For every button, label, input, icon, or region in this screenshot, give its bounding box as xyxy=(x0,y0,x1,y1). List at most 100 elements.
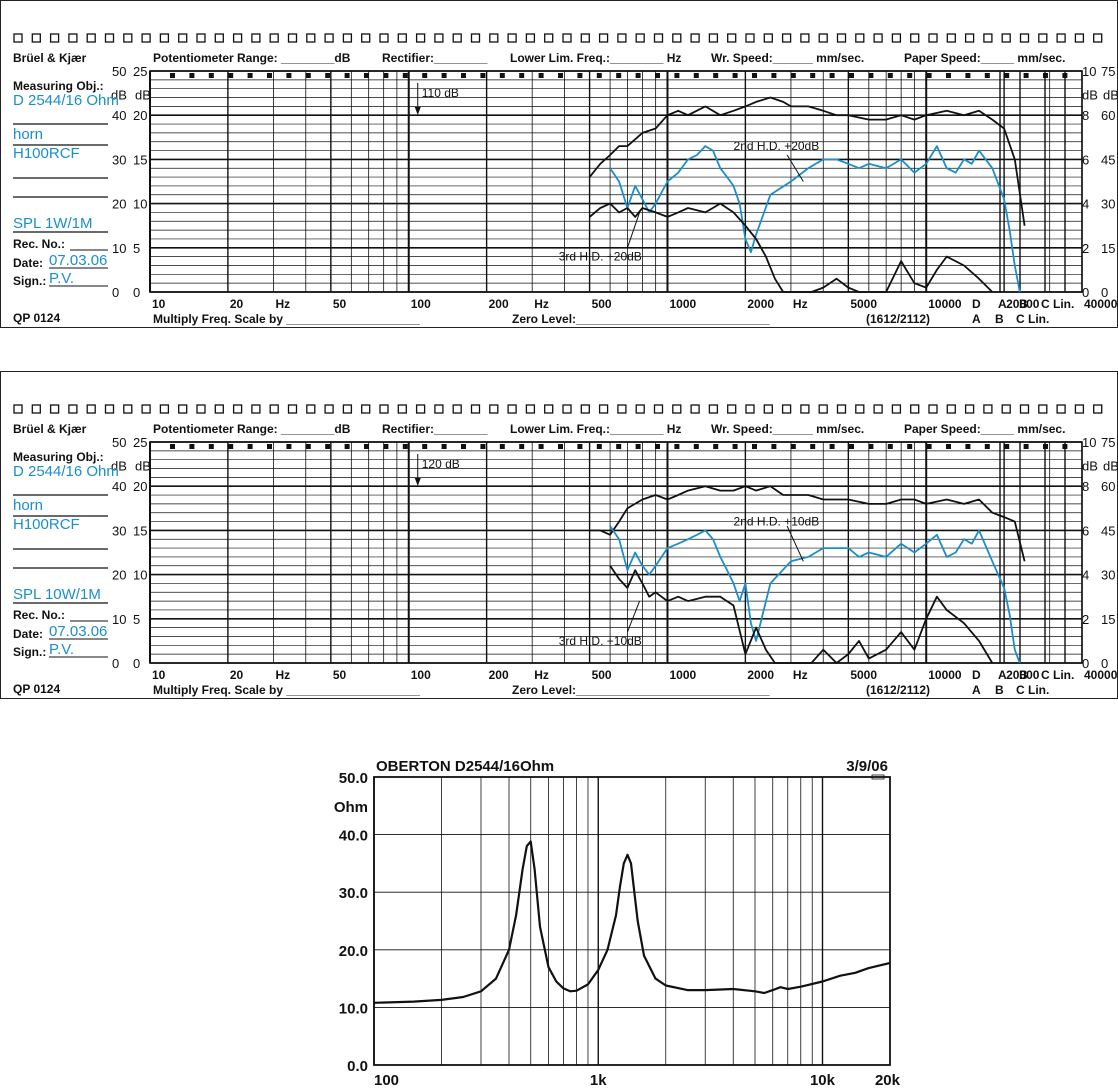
object-model-value: H100RCF xyxy=(13,516,80,533)
date-value: 07.03.06 xyxy=(49,623,107,640)
sprocket-hole xyxy=(1056,404,1066,414)
left-scale-b: 10 xyxy=(133,197,147,212)
ref-arrowhead xyxy=(414,107,421,115)
sprocket-hole xyxy=(1019,404,1030,414)
tick-mark xyxy=(596,444,602,449)
sprocket-hole xyxy=(855,404,865,414)
db-label-left-b: dB xyxy=(135,459,151,474)
weight-label: B xyxy=(1019,297,1028,311)
left-scale-a: 30 xyxy=(112,523,126,538)
tick-mark xyxy=(713,444,719,449)
second-harmonic-curve xyxy=(609,145,1021,293)
left-scale-a: 20 xyxy=(112,197,126,212)
tick-mark xyxy=(422,73,428,78)
plot-border xyxy=(149,70,1083,293)
right-scale-b: 15 xyxy=(1101,612,1115,627)
sprocket-hole xyxy=(489,404,499,414)
tick-mark xyxy=(441,73,447,78)
third-harmonic-curve xyxy=(589,202,993,293)
right-scale-b: 60 xyxy=(1101,479,1115,494)
wr-speed-label: Wr. Speed:______ mm/sec. xyxy=(711,422,864,436)
sprocket-hole xyxy=(342,33,353,43)
zero-level-label: Zero Level:_____________________________ xyxy=(512,312,770,326)
chart-title: OBERTON D2544/16Ohm xyxy=(376,758,554,775)
annot-arrow xyxy=(626,600,641,633)
tick-mark xyxy=(693,444,699,449)
sprocket-hole xyxy=(397,404,407,414)
y-tick-label: 20.0 xyxy=(339,943,368,960)
tick-mark xyxy=(538,73,544,78)
sprocket-hole xyxy=(379,404,389,414)
tick-mark xyxy=(558,73,563,78)
left-scale-b: 20 xyxy=(133,479,147,494)
paper-speed-label: Paper Speed:_____ mm/sec. xyxy=(904,51,1065,65)
tick-mark xyxy=(752,444,757,449)
sprocket-hole xyxy=(562,33,572,43)
sprocket-hole xyxy=(159,404,170,414)
sprocket-hole xyxy=(800,404,810,414)
sprocket-hole xyxy=(178,33,188,43)
potentiometer-label: Potentiometer Range: ________dB xyxy=(153,51,351,65)
sprocket-hole xyxy=(544,404,554,414)
freq-tick-label: 20000 xyxy=(1006,668,1040,682)
paper-code-label: (1612/2112) xyxy=(866,683,930,697)
db-label-right: dB xyxy=(1082,88,1098,103)
rectifier-label: Rectifier:________ xyxy=(382,51,488,65)
left-scale-b: 15 xyxy=(133,523,147,538)
sprocket-hole xyxy=(104,33,115,43)
left-scale-a: 0 xyxy=(112,285,119,300)
tick-mark xyxy=(849,73,854,78)
db-label-left: dB xyxy=(111,88,127,103)
sprocket-hole xyxy=(306,404,316,414)
tick-mark xyxy=(480,444,486,449)
db-label-right-b: dB xyxy=(1103,459,1118,474)
sprocket-hole xyxy=(68,404,78,414)
sprocket-hole xyxy=(635,33,645,43)
sprocket-hole xyxy=(617,404,627,414)
recorder-chart-2: Brüel & Kjær Potentiometer Range: _______… xyxy=(0,371,1118,699)
sprocket-hole xyxy=(434,404,444,414)
spl-condition-value: SPL 1W/1M xyxy=(13,215,92,232)
right-scale-b: 45 xyxy=(1101,523,1115,538)
sprocket-hole xyxy=(946,404,956,414)
sprocket-hole xyxy=(617,33,627,43)
db-label-right: dB xyxy=(1082,459,1098,474)
third-harmonic-curve xyxy=(609,565,994,664)
tick-mark xyxy=(286,73,292,78)
weight-label: B xyxy=(1019,668,1028,682)
wr-speed-label: Wr. Speed:______ mm/sec. xyxy=(711,51,864,65)
sprocket-hole xyxy=(1093,404,1103,414)
freq-tick-label: 50 xyxy=(333,297,347,311)
sign-label: Sign.: xyxy=(13,274,46,288)
db-label-left-b: dB xyxy=(135,88,151,103)
right-scale-a: 4 xyxy=(1082,568,1089,583)
sprocket-hole xyxy=(361,404,371,414)
tick-mark xyxy=(461,73,466,78)
sprocket-hole xyxy=(690,404,700,414)
sprocket-hole xyxy=(580,33,590,43)
annot-2nd-hd: 2nd H.D. +20dB xyxy=(734,139,820,153)
sign-value: P.V. xyxy=(49,270,74,287)
tick-mark xyxy=(480,73,486,78)
sprocket-hole xyxy=(86,404,96,414)
tick-mark xyxy=(655,73,660,78)
weight-label: C Lin. xyxy=(1016,312,1049,326)
sprocket-hole xyxy=(251,33,261,43)
sprocket-hole xyxy=(580,404,590,414)
sprocket-hole xyxy=(800,33,810,43)
freq-tick-label: 100 xyxy=(411,668,431,682)
sprocket-hole xyxy=(489,33,499,43)
lower-lim-label: Lower Lim. Freq.:________ Hz xyxy=(510,51,681,65)
sprocket-hole xyxy=(727,404,737,414)
tick-mark xyxy=(170,73,175,78)
weight-label: C Lin. xyxy=(1041,668,1074,682)
sprocket-hole xyxy=(928,404,938,414)
tick-mark xyxy=(305,444,311,449)
sprocket-hole xyxy=(287,404,298,414)
tick-mark xyxy=(228,444,234,449)
sprocket-hole xyxy=(525,404,536,414)
ref-level-label: 120 dB xyxy=(422,457,460,471)
weight-label: D xyxy=(972,668,981,682)
tick-mark xyxy=(887,444,893,449)
tick-mark xyxy=(499,444,505,449)
